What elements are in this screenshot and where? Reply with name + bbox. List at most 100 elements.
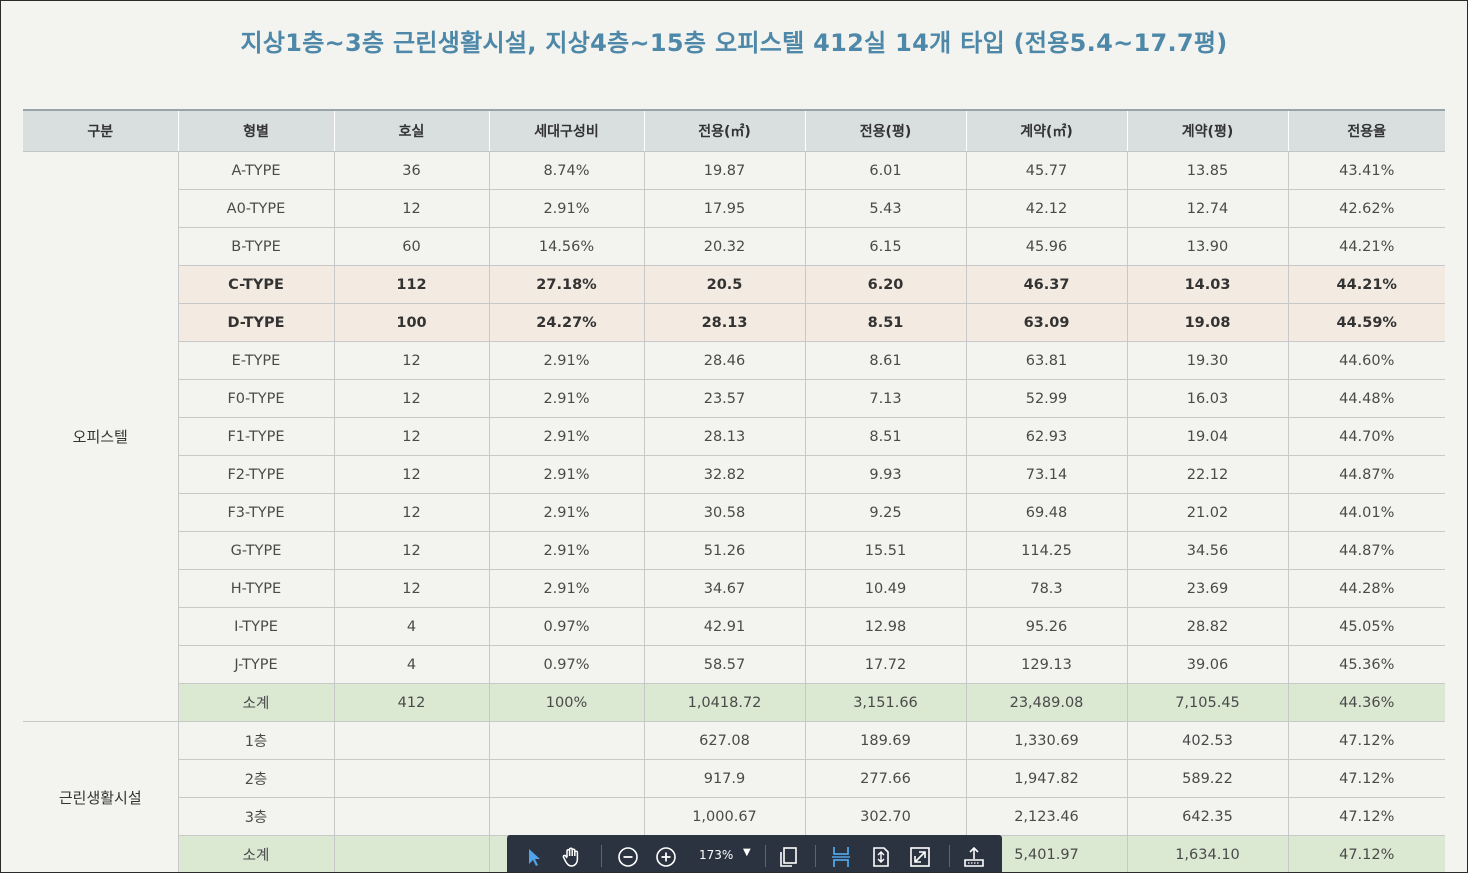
cell-exclusive-rate: 44.21%: [1287, 227, 1445, 266]
cell-exclusive-rate: 44.48%: [1287, 379, 1445, 418]
table-row: C-TYPE 112 27.18% 20.5 6.20 46.37 14.03 44.21%: [23, 265, 1445, 304]
cell-exclusive-m2: 19.87: [643, 151, 805, 190]
subtotal-row: 소계 412 100% 1,0418.72 3,151.66 23,489.08 7,105…: [23, 683, 1445, 722]
hand-icon[interactable]: [561, 846, 583, 868]
table-row: H-TYPE 12 2.91% 34.67 10.49 78.3 23.69 44.28%: [23, 569, 1445, 608]
cell-exclusive-rate: 44.59%: [1287, 303, 1445, 342]
cell-exclusive-rate: 47.12%: [1287, 835, 1445, 872]
cell-contract-pyeong: 19.04: [1126, 417, 1288, 456]
fullscreen-icon[interactable]: [909, 846, 931, 868]
header-exclusive-pyeong: 전용(평): [804, 109, 966, 152]
cell-exclusive-m2: 20.32: [643, 227, 805, 266]
cell-exclusive-m2: 627.08: [643, 721, 805, 760]
cell-units: 12: [333, 379, 489, 418]
cell-contract-m2: 23,489.08: [965, 683, 1127, 722]
cell-ratio: 2.91%: [488, 341, 644, 380]
chevron-down-icon[interactable]: ▼: [743, 847, 751, 858]
zoom-level[interactable]: 173%: [699, 848, 734, 862]
cell-exclusive-pyeong: 277.66: [804, 759, 966, 798]
unit-type-table: 구분 형별 호실 세대구성비 전용(㎡) 전용(평) 계약(㎡) 계약(평) 전…: [23, 109, 1445, 872]
cell-ratio: 2.91%: [488, 417, 644, 456]
cell-exclusive-rate: 44.70%: [1287, 417, 1445, 456]
cell-exclusive-pyeong: 8.51: [804, 303, 966, 342]
cell-contract-pyeong: 402.53: [1126, 721, 1288, 760]
cell-ratio: 0.97%: [488, 645, 644, 684]
cell-ratio: 2.91%: [488, 189, 644, 228]
pages-icon[interactable]: [777, 846, 799, 868]
cell-units: 12: [333, 569, 489, 608]
table-row: 근린생활시설 1층 627.08 189.69 1,330.69 402.53 47.12%: [23, 721, 1445, 872]
cell-contract-m2: 129.13: [965, 645, 1127, 684]
cell-ratio: [488, 759, 644, 798]
table-header-row: 구분 형별 호실 세대구성비 전용(㎡) 전용(평) 계약(㎡) 계약(평) 전…: [23, 109, 1445, 152]
cell-contract-pyeong: 14.03: [1126, 265, 1288, 304]
cell-exclusive-rate: 45.05%: [1287, 607, 1445, 646]
cell-contract-pyeong: 12.74: [1126, 189, 1288, 228]
cell-contract-m2: 78.3: [965, 569, 1127, 608]
cell-contract-pyeong: 589.22: [1126, 759, 1288, 798]
cell-contract-pyeong: 7,105.45: [1126, 683, 1288, 722]
cell-contract-pyeong: 642.35: [1126, 797, 1288, 836]
select-icon[interactable]: [523, 846, 545, 868]
cell-type: J-TYPE: [177, 645, 334, 684]
cell-type: C-TYPE: [177, 265, 334, 304]
cell-exclusive-m2: 28.13: [643, 417, 805, 456]
cell-type: F0-TYPE: [177, 379, 334, 418]
cell-exclusive-rate: 43.41%: [1287, 151, 1445, 190]
header-type: 형별: [177, 109, 334, 152]
cell-exclusive-pyeong: 5.43: [804, 189, 966, 228]
cell-contract-pyeong: 23.69: [1126, 569, 1288, 608]
cell-exclusive-m2: 51.26: [643, 531, 805, 570]
cell-exclusive-pyeong: 17.72: [804, 645, 966, 684]
toolbar-divider: [765, 845, 766, 867]
cell-type: A0-TYPE: [177, 189, 334, 228]
table-row: 오피스텔 A-TYPE 36 8.74% 19.87 6.01 45.77 13.85 43.4…: [23, 151, 1445, 722]
cell-contract-m2: 42.12: [965, 189, 1127, 228]
cell-exclusive-m2: 58.57: [643, 645, 805, 684]
cell-exclusive-pyeong: 6.15: [804, 227, 966, 266]
zoom-out-icon[interactable]: [617, 846, 639, 868]
table-row: B-TYPE 60 14.56% 20.32 6.15 45.96 13.90 44.21%: [23, 227, 1445, 266]
cell-exclusive-m2: 34.67: [643, 569, 805, 608]
group-label: 근린생활시설: [23, 721, 178, 872]
fit-width-icon[interactable]: [830, 846, 852, 868]
cell-exclusive-m2: 17.95: [643, 189, 805, 228]
cell-contract-m2: 45.77: [965, 151, 1127, 190]
cell-exclusive-rate: 44.36%: [1287, 683, 1445, 722]
cell-contract-m2: 114.25: [965, 531, 1127, 570]
fit-page-icon[interactable]: [870, 846, 892, 868]
cell-contract-m2: 1,330.69: [965, 721, 1127, 760]
table-row: I-TYPE 4 0.97% 42.91 12.98 95.26 28.82 45.05%: [23, 607, 1445, 646]
cell-exclusive-pyeong: 302.70: [804, 797, 966, 836]
cell-contract-pyeong: 13.85: [1126, 151, 1288, 190]
export-icon[interactable]: [963, 846, 985, 868]
table-row: D-TYPE 100 24.27% 28.13 8.51 63.09 19.08 44.59%: [23, 303, 1445, 342]
cell-exclusive-m2: 917.9: [643, 759, 805, 798]
cell-contract-pyeong: 28.82: [1126, 607, 1288, 646]
cell-exclusive-m2: 23.57: [643, 379, 805, 418]
cell-ratio: 2.91%: [488, 569, 644, 608]
cell-exclusive-rate: 44.87%: [1287, 531, 1445, 570]
cell-contract-pyeong: 34.56: [1126, 531, 1288, 570]
zoom-in-icon[interactable]: [655, 846, 677, 868]
cell-exclusive-pyeong: 7.13: [804, 379, 966, 418]
cell-exclusive-m2: 20.5: [643, 265, 805, 304]
cell-exclusive-pyeong: 12.98: [804, 607, 966, 646]
cell-type: D-TYPE: [177, 303, 334, 342]
cell-contract-pyeong: 22.12: [1126, 455, 1288, 494]
cell-ratio: 2.91%: [488, 531, 644, 570]
cell-units: 60: [333, 227, 489, 266]
cell-contract-m2: 46.37: [965, 265, 1127, 304]
cell-exclusive-pyeong: 189.69: [804, 721, 966, 760]
table-row: A0-TYPE 12 2.91% 17.95 5.43 42.12 12.74 42.62%: [23, 189, 1445, 228]
header-exclusive-m2: 전용(㎡): [643, 109, 805, 152]
cell-type: I-TYPE: [177, 607, 334, 646]
cell-contract-pyeong: 39.06: [1126, 645, 1288, 684]
header-units: 호실: [333, 109, 489, 152]
cell-exclusive-pyeong: 8.61: [804, 341, 966, 380]
cell-ratio: 24.27%: [488, 303, 644, 342]
cell-exclusive-m2: 1,000.67: [643, 797, 805, 836]
header-exclusive-rate: 전용율: [1287, 109, 1445, 152]
cell-contract-m2: 45.96: [965, 227, 1127, 266]
cell-type: 소계: [177, 683, 334, 722]
